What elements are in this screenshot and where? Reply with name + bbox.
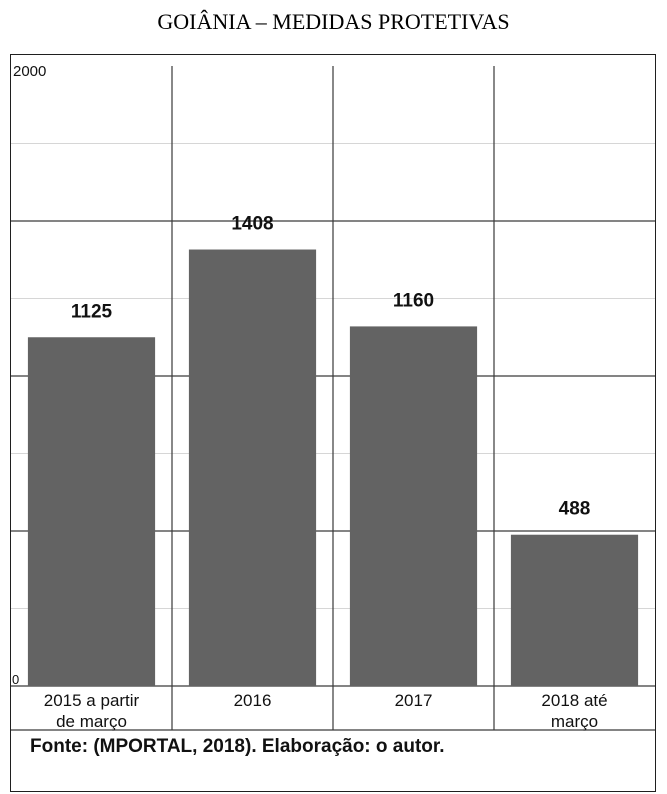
bar xyxy=(27,337,156,686)
category-label: 2017 xyxy=(395,691,433,710)
data-label: 1160 xyxy=(393,290,434,311)
category-label: de março xyxy=(56,712,127,731)
bar xyxy=(188,249,317,686)
category-label: 2016 xyxy=(234,691,272,710)
category-label: 2015 a partir xyxy=(44,691,140,710)
source-note: Fonte: (MPORTAL, 2018). Elaboração: o au… xyxy=(30,736,445,757)
bar xyxy=(349,326,478,686)
y-tick-label: 2000 xyxy=(13,63,46,80)
data-label: 488 xyxy=(559,499,591,520)
data-label: 1125 xyxy=(71,301,113,322)
category-label: março xyxy=(551,712,598,731)
bar xyxy=(510,534,639,686)
chart-title: GOIÂNIA – MEDIDAS PROTETIVAS xyxy=(157,9,510,34)
category-label: 2018 até xyxy=(541,691,607,710)
data-label: 1408 xyxy=(231,214,273,235)
y-tick-label: 0 xyxy=(12,672,19,687)
chart-frame xyxy=(10,54,656,792)
